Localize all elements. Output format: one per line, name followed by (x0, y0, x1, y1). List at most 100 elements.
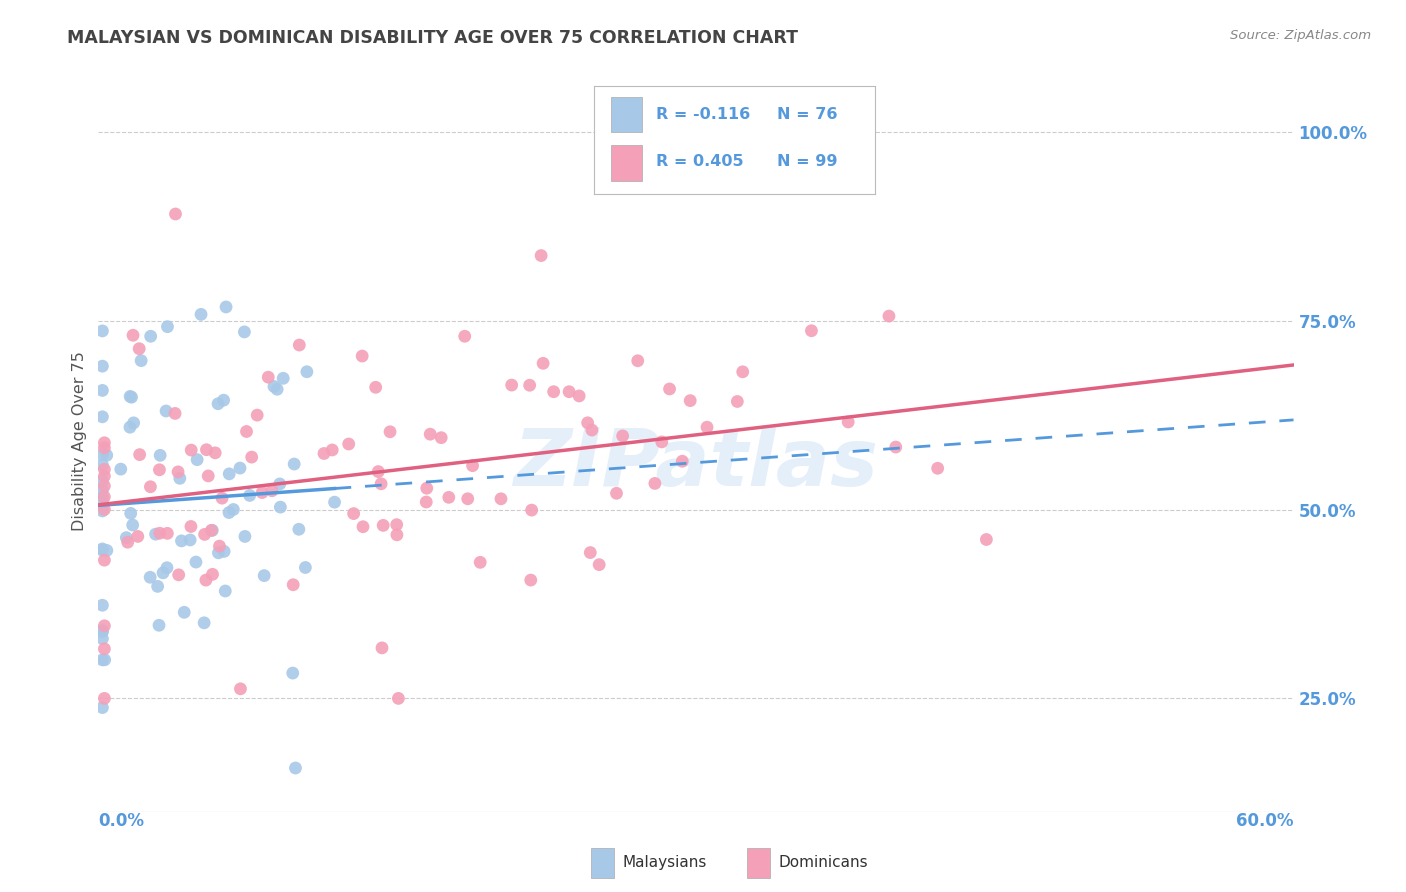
Point (91, 448, 114, 462)
Point (367, 465, 389, 479)
Point (543, 384, 565, 399)
Text: Malaysians: Malaysians (621, 855, 707, 870)
Point (373, 518, 395, 533)
Point (337, 437, 360, 451)
Point (588, 558, 610, 572)
Point (91, 543, 114, 558)
Point (169, 471, 191, 485)
Point (179, 533, 201, 547)
Point (519, 378, 541, 392)
Point (180, 443, 202, 458)
Point (167, 465, 190, 479)
Point (173, 605, 195, 619)
Point (263, 379, 285, 393)
Point (120, 389, 142, 403)
Point (284, 761, 307, 775)
Point (371, 640, 394, 655)
Point (110, 462, 132, 476)
Point (155, 404, 177, 418)
Point (281, 666, 304, 681)
Text: 60.0%: 60.0% (1236, 812, 1294, 830)
Point (295, 365, 318, 379)
Point (283, 578, 305, 592)
Point (156, 526, 179, 541)
Point (128, 448, 150, 462)
Point (93, 462, 115, 476)
Point (93, 691, 115, 706)
Point (91, 493, 114, 508)
Point (250, 485, 273, 500)
Point (207, 546, 229, 560)
Point (201, 567, 224, 582)
Point (731, 365, 754, 379)
Point (558, 384, 581, 399)
Point (91, 632, 114, 646)
Point (115, 531, 138, 545)
Point (884, 440, 907, 454)
Point (364, 380, 387, 394)
Point (96, 543, 118, 558)
Point (200, 524, 222, 538)
Point (91, 700, 114, 714)
Point (190, 307, 212, 321)
Point (93, 553, 115, 567)
Point (165, 406, 187, 420)
Point (139, 329, 162, 343)
Point (93, 441, 115, 455)
Point (229, 681, 252, 696)
Point (212, 393, 235, 408)
Point (139, 570, 162, 584)
Point (658, 382, 681, 396)
Point (204, 446, 226, 460)
Point (91, 483, 114, 498)
Point (145, 527, 167, 541)
Point (457, 491, 479, 506)
Point (170, 533, 193, 548)
Point (91, 324, 114, 338)
Point (91, 490, 114, 504)
Point (91, 624, 114, 638)
Point (148, 618, 170, 632)
Point (627, 353, 650, 368)
Text: MALAYSIAN VS DOMINICAN DISABILITY AGE OVER 75 CORRELATION CHART: MALAYSIAN VS DOMINICAN DISABILITY AGE OV… (67, 29, 799, 47)
Point (612, 429, 634, 443)
Point (530, 249, 553, 263)
Point (139, 480, 162, 494)
Point (233, 325, 256, 339)
Point (149, 448, 172, 462)
Y-axis label: Disability Age Over 75: Disability Age Over 75 (72, 351, 87, 532)
Point (679, 393, 702, 408)
Point (283, 457, 305, 471)
Point (696, 420, 718, 434)
Point (156, 560, 179, 574)
Point (419, 427, 441, 442)
Point (253, 568, 276, 582)
Point (501, 378, 523, 392)
Point (128, 342, 150, 356)
Point (416, 481, 439, 495)
Point (229, 461, 252, 475)
Point (352, 349, 374, 363)
Point (93, 469, 115, 483)
Point (568, 389, 591, 403)
Point (800, 324, 823, 338)
Point (91, 624, 114, 639)
Point (91, 653, 114, 667)
Bar (747, 847, 770, 878)
Point (520, 503, 543, 517)
Point (246, 408, 269, 422)
Point (218, 467, 240, 481)
Point (194, 573, 217, 587)
Point (122, 328, 145, 343)
Point (378, 425, 401, 439)
Point (370, 476, 392, 491)
Point (193, 615, 215, 630)
Point (91, 504, 114, 518)
Point (184, 555, 207, 569)
Point (148, 463, 170, 477)
Point (271, 371, 294, 385)
Point (127, 529, 149, 543)
Point (489, 491, 512, 506)
Point (118, 420, 141, 434)
Point (215, 300, 238, 314)
